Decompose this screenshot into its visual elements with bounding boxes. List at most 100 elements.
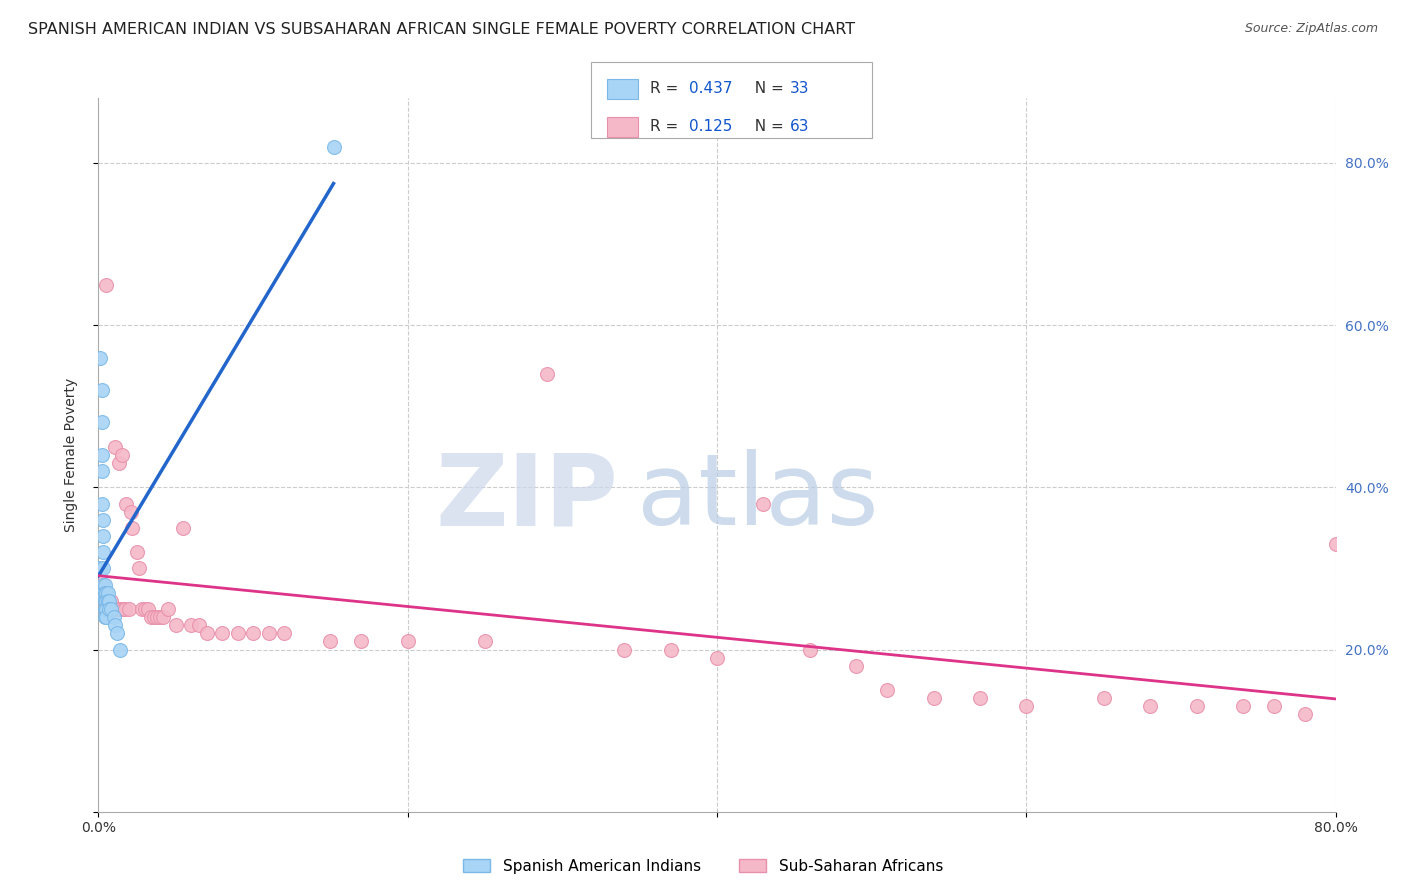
Point (319, 634, 342, 648)
Text: 63: 63 (790, 120, 810, 135)
Point (91, 577, 114, 591)
Text: 33: 33 (790, 81, 810, 96)
Point (100, 602, 122, 616)
Point (121, 521, 143, 535)
Point (96, 586, 118, 600)
Point (108, 642, 131, 657)
Point (90, 497, 112, 511)
Point (90, 416, 112, 430)
Point (91, 586, 114, 600)
Point (103, 610, 125, 624)
Point (101, 602, 124, 616)
Text: R =: R = (650, 120, 683, 135)
Point (108, 602, 131, 616)
Point (876, 683, 898, 698)
Point (118, 602, 141, 616)
Text: Source: ZipAtlas.com: Source: ZipAtlas.com (1244, 22, 1378, 36)
Point (128, 561, 150, 575)
Point (89, 586, 111, 600)
Point (180, 618, 202, 632)
Point (93, 586, 115, 600)
Point (131, 602, 153, 616)
Point (103, 602, 125, 616)
Point (97, 586, 120, 600)
Y-axis label: Single Female Poverty: Single Female Poverty (63, 378, 77, 532)
Point (1092, 691, 1115, 706)
Point (98, 594, 121, 608)
Point (91, 529, 114, 543)
Point (98, 602, 121, 616)
Point (105, 602, 128, 616)
Point (157, 602, 180, 616)
Point (112, 602, 135, 616)
Point (845, 658, 868, 673)
Point (1324, 537, 1347, 551)
Text: SPANISH AMERICAN INDIAN VS SUBSAHARAN AFRICAN SINGLE FEMALE POVERTY CORRELATION : SPANISH AMERICAN INDIAN VS SUBSAHARAN AF… (28, 22, 855, 37)
Point (93, 610, 115, 624)
Point (134, 602, 156, 616)
Point (165, 618, 187, 632)
Point (96, 610, 118, 624)
Point (90, 577, 112, 591)
Point (396, 634, 419, 648)
Point (226, 626, 249, 640)
Point (1294, 707, 1316, 722)
Point (273, 626, 295, 640)
Point (139, 610, 162, 624)
Point (93, 577, 115, 591)
Point (613, 642, 636, 657)
Text: R =: R = (650, 81, 683, 96)
Point (111, 448, 134, 462)
Point (93, 586, 115, 600)
Point (1139, 699, 1161, 714)
Text: ZIP: ZIP (436, 450, 619, 546)
Point (1232, 699, 1254, 714)
Point (173, 521, 195, 535)
Point (90, 448, 112, 462)
Point (114, 602, 136, 616)
Point (93, 602, 115, 616)
Point (104, 440, 127, 454)
Point (127, 545, 149, 559)
Point (91, 586, 114, 600)
Text: 0.437: 0.437 (689, 81, 733, 96)
Text: N =: N = (745, 81, 789, 96)
Text: N =: N = (745, 120, 789, 135)
Point (146, 610, 169, 624)
Point (350, 634, 373, 648)
Text: 0.125: 0.125 (689, 120, 733, 135)
Point (1185, 699, 1208, 714)
Point (89, 351, 111, 365)
Point (474, 634, 496, 648)
Point (91, 513, 114, 527)
Point (257, 626, 280, 640)
Point (536, 367, 558, 381)
Point (91, 545, 114, 559)
Point (969, 691, 991, 706)
Point (188, 618, 211, 632)
Point (100, 594, 122, 608)
Point (322, 140, 344, 154)
Point (105, 626, 128, 640)
Point (211, 626, 233, 640)
Point (136, 602, 159, 616)
Point (242, 626, 264, 640)
Point (195, 626, 218, 640)
Point (90, 464, 112, 478)
Point (89, 561, 111, 575)
Point (120, 505, 142, 519)
Point (143, 610, 166, 624)
Point (115, 497, 138, 511)
Text: atlas: atlas (637, 450, 879, 546)
Point (752, 497, 775, 511)
Point (149, 610, 172, 624)
Point (90, 383, 112, 397)
Point (96, 277, 118, 292)
Point (96, 602, 118, 616)
Point (706, 650, 728, 665)
Point (107, 456, 129, 470)
Point (96, 594, 118, 608)
Point (659, 642, 682, 657)
Point (97, 594, 120, 608)
Point (104, 618, 127, 632)
